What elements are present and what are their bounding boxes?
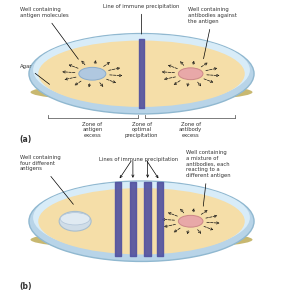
Ellipse shape — [59, 212, 91, 231]
Text: Zone of
antigen
excess: Zone of antigen excess — [82, 122, 102, 138]
Ellipse shape — [33, 182, 250, 253]
Text: Lines of immune precipitation: Lines of immune precipitation — [100, 157, 179, 162]
Text: (a): (a) — [20, 135, 32, 144]
Ellipse shape — [79, 67, 106, 80]
Ellipse shape — [33, 34, 250, 106]
Ellipse shape — [29, 34, 254, 114]
Text: Zone of
optimal
precipitation: Zone of optimal precipitation — [125, 122, 158, 138]
Ellipse shape — [178, 68, 203, 80]
Ellipse shape — [178, 215, 203, 227]
Ellipse shape — [38, 41, 245, 107]
Text: Well containing
antibodies against
the antigen: Well containing antibodies against the a… — [188, 7, 237, 59]
Text: Well containing
a mixture of
antibodies, each
reacting to a
different antigen: Well containing a mixture of antibodies,… — [186, 150, 230, 206]
Ellipse shape — [31, 83, 252, 101]
Ellipse shape — [31, 230, 252, 249]
Text: Well containing
antigen molecules: Well containing antigen molecules — [20, 7, 78, 59]
Text: Agar: Agar — [20, 64, 50, 84]
Text: (b): (b) — [20, 282, 32, 291]
Ellipse shape — [38, 188, 245, 254]
Ellipse shape — [29, 181, 254, 261]
Ellipse shape — [60, 213, 90, 225]
Text: Line of immune precipitation: Line of immune precipitation — [103, 4, 180, 34]
Text: Zone of
antibody
excess: Zone of antibody excess — [179, 122, 202, 138]
Text: Well containing
four different
antigens: Well containing four different antigens — [20, 155, 73, 204]
